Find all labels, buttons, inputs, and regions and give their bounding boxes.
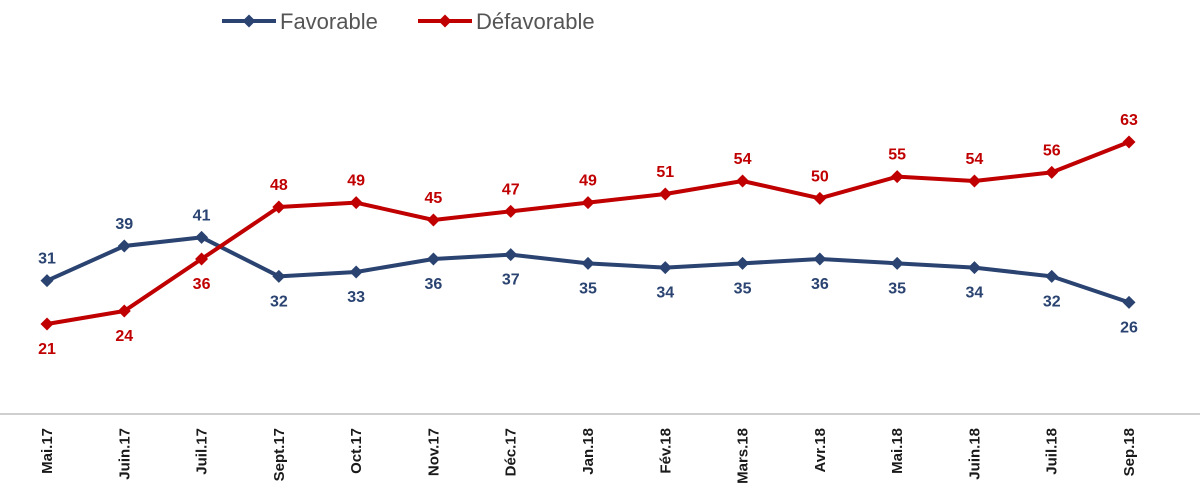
data-label-favorable: 37 — [502, 272, 520, 289]
data-point-favorable — [813, 252, 827, 266]
data-point-defavorable — [736, 174, 750, 188]
legend: Favorable Défavorable — [222, 9, 595, 34]
data-label-defavorable: 48 — [270, 177, 288, 194]
data-label-defavorable: 36 — [193, 276, 211, 293]
legend-marker-favorable — [242, 14, 256, 28]
data-point-favorable — [117, 239, 131, 253]
data-label-favorable: 33 — [347, 289, 365, 306]
x-tick-label: Avr.18 — [812, 428, 829, 472]
data-label-favorable: 31 — [38, 251, 56, 268]
data-point-defavorable — [813, 191, 827, 205]
x-tick-label: Mars.18 — [735, 428, 752, 484]
data-label-favorable: 41 — [193, 207, 211, 224]
legend-label-defavorable: Défavorable — [476, 9, 595, 34]
data-label-favorable: 39 — [115, 216, 133, 233]
data-point-defavorable — [349, 196, 363, 210]
x-tick-label: Nov.17 — [425, 428, 442, 476]
data-label-favorable: 32 — [270, 293, 288, 310]
data-point-favorable — [426, 252, 440, 266]
x-tick-label: Juin.17 — [116, 428, 133, 480]
x-axis-ticks: Mai.17 Juin.17 Juil.17 Sept.17 Oct.17 Nov.17 D… — [39, 428, 1138, 484]
data-point-defavorable — [117, 304, 131, 318]
data-point-favorable — [658, 261, 672, 275]
legend-marker-defavorable — [438, 14, 452, 28]
data-point-favorable — [736, 256, 750, 270]
x-tick-label: Fév.18 — [657, 428, 674, 474]
x-tick-label: Sept.17 — [271, 428, 288, 481]
data-label-defavorable: 45 — [425, 190, 443, 207]
data-label-defavorable: 63 — [1120, 112, 1138, 129]
data-label-defavorable: 55 — [888, 147, 906, 164]
data-label-defavorable: 49 — [579, 173, 597, 190]
x-tick-label: Jan.18 — [580, 428, 597, 475]
data-point-favorable — [1045, 269, 1059, 283]
data-point-favorable — [40, 274, 54, 288]
data-label-defavorable: 51 — [656, 164, 674, 181]
data-label-defavorable: 24 — [115, 328, 133, 345]
data-label-favorable: 36 — [811, 276, 829, 293]
data-point-defavorable — [967, 174, 981, 188]
data-point-defavorable — [195, 252, 209, 266]
data-label-favorable: 34 — [656, 285, 674, 302]
data-label-defavorable: 50 — [811, 168, 829, 185]
data-label-defavorable: 47 — [502, 181, 520, 198]
x-tick-label: Oct.17 — [348, 428, 365, 474]
series-layer — [40, 135, 1136, 331]
data-label-favorable: 35 — [888, 280, 906, 297]
data-point-favorable — [504, 248, 518, 262]
data-label-defavorable: 21 — [38, 341, 56, 358]
data-point-defavorable — [504, 204, 518, 218]
data-label-defavorable: 56 — [1043, 142, 1061, 159]
legend-item-favorable: Favorable — [222, 9, 378, 34]
x-tick-label: Sep.18 — [1121, 428, 1138, 476]
data-label-favorable: 32 — [1043, 293, 1061, 310]
x-tick-label: Mai.18 — [889, 428, 906, 474]
legend-item-defavorable: Défavorable — [418, 9, 595, 34]
data-point-defavorable — [1045, 165, 1059, 179]
data-point-defavorable — [581, 196, 595, 210]
data-labels-layer: 31 39 41 32 33 36 37 35 34 35 36 35 34 32 26 21 24 36 48 49… — [38, 112, 1138, 358]
data-point-defavorable — [658, 187, 672, 201]
data-point-favorable — [967, 261, 981, 275]
data-point-defavorable — [272, 200, 286, 214]
data-point-favorable — [581, 256, 595, 270]
data-point-defavorable — [40, 317, 54, 331]
data-label-defavorable: 49 — [347, 173, 365, 190]
data-label-favorable: 35 — [734, 280, 752, 297]
data-point-defavorable — [890, 170, 904, 184]
data-point-favorable — [890, 256, 904, 270]
x-tick-label: Juil.18 — [1044, 428, 1061, 475]
x-tick-label: Juil.17 — [194, 428, 211, 475]
x-tick-label: Mai.17 — [39, 428, 56, 474]
data-point-favorable — [1122, 295, 1136, 309]
data-label-favorable: 34 — [966, 285, 984, 302]
data-label-defavorable: 54 — [966, 151, 984, 168]
data-point-favorable — [195, 230, 209, 244]
data-point-favorable — [349, 265, 363, 279]
x-tick-label: Déc.17 — [503, 428, 520, 476]
data-label-favorable: 26 — [1120, 319, 1138, 336]
data-label-favorable: 35 — [579, 280, 597, 297]
data-point-defavorable — [1122, 135, 1136, 149]
data-point-defavorable — [426, 213, 440, 227]
x-tick-label: Juin.18 — [966, 428, 983, 480]
data-label-favorable: 36 — [425, 276, 443, 293]
data-label-defavorable: 54 — [734, 151, 752, 168]
data-point-favorable — [272, 269, 286, 283]
legend-label-favorable: Favorable — [280, 9, 378, 34]
